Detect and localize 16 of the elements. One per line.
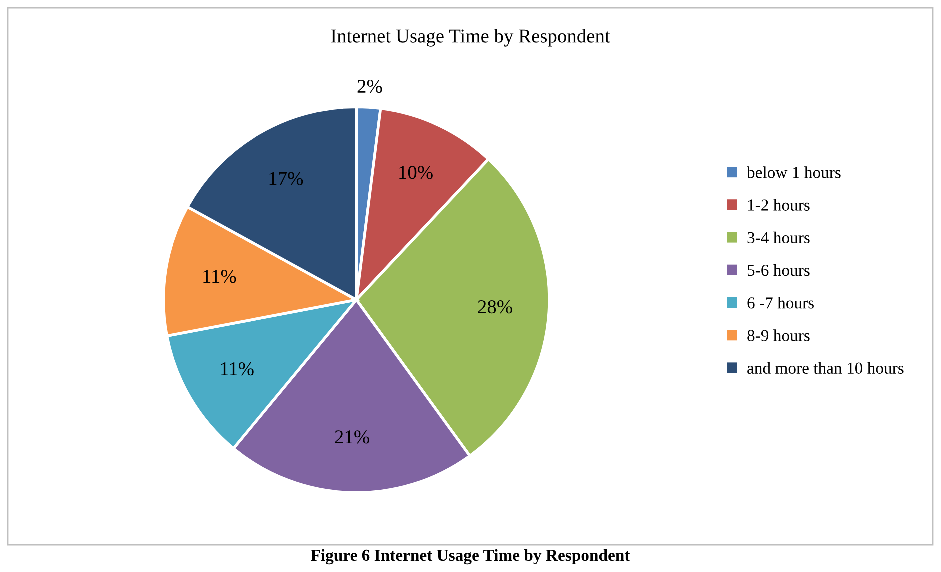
- data-label: 2%: [358, 80, 382, 94]
- legend-label: 3-4 hours: [748, 232, 810, 244]
- legend-label: 1-2 hours: [748, 199, 810, 211]
- legend-label: 8-9 hours: [748, 330, 810, 342]
- legend-label: and more than 10 hours: [748, 362, 904, 374]
- legend-label: below 1 hours: [747, 166, 841, 178]
- data-label: 28%: [478, 300, 512, 314]
- legend-label: 6 -7 hours: [748, 297, 814, 309]
- chart-title: Internet Usage Time by Respondent: [331, 29, 610, 47]
- data-label: 17%: [270, 172, 304, 186]
- data-label: 21%: [335, 430, 370, 444]
- data-label: 11%: [204, 270, 236, 284]
- legend-label: 5-6 hours: [748, 264, 810, 276]
- data-label: 11%: [221, 362, 254, 376]
- caption: Figure 6 Internet Usage Time by Respondent: [311, 549, 630, 565]
- data-label: 10%: [400, 166, 433, 180]
